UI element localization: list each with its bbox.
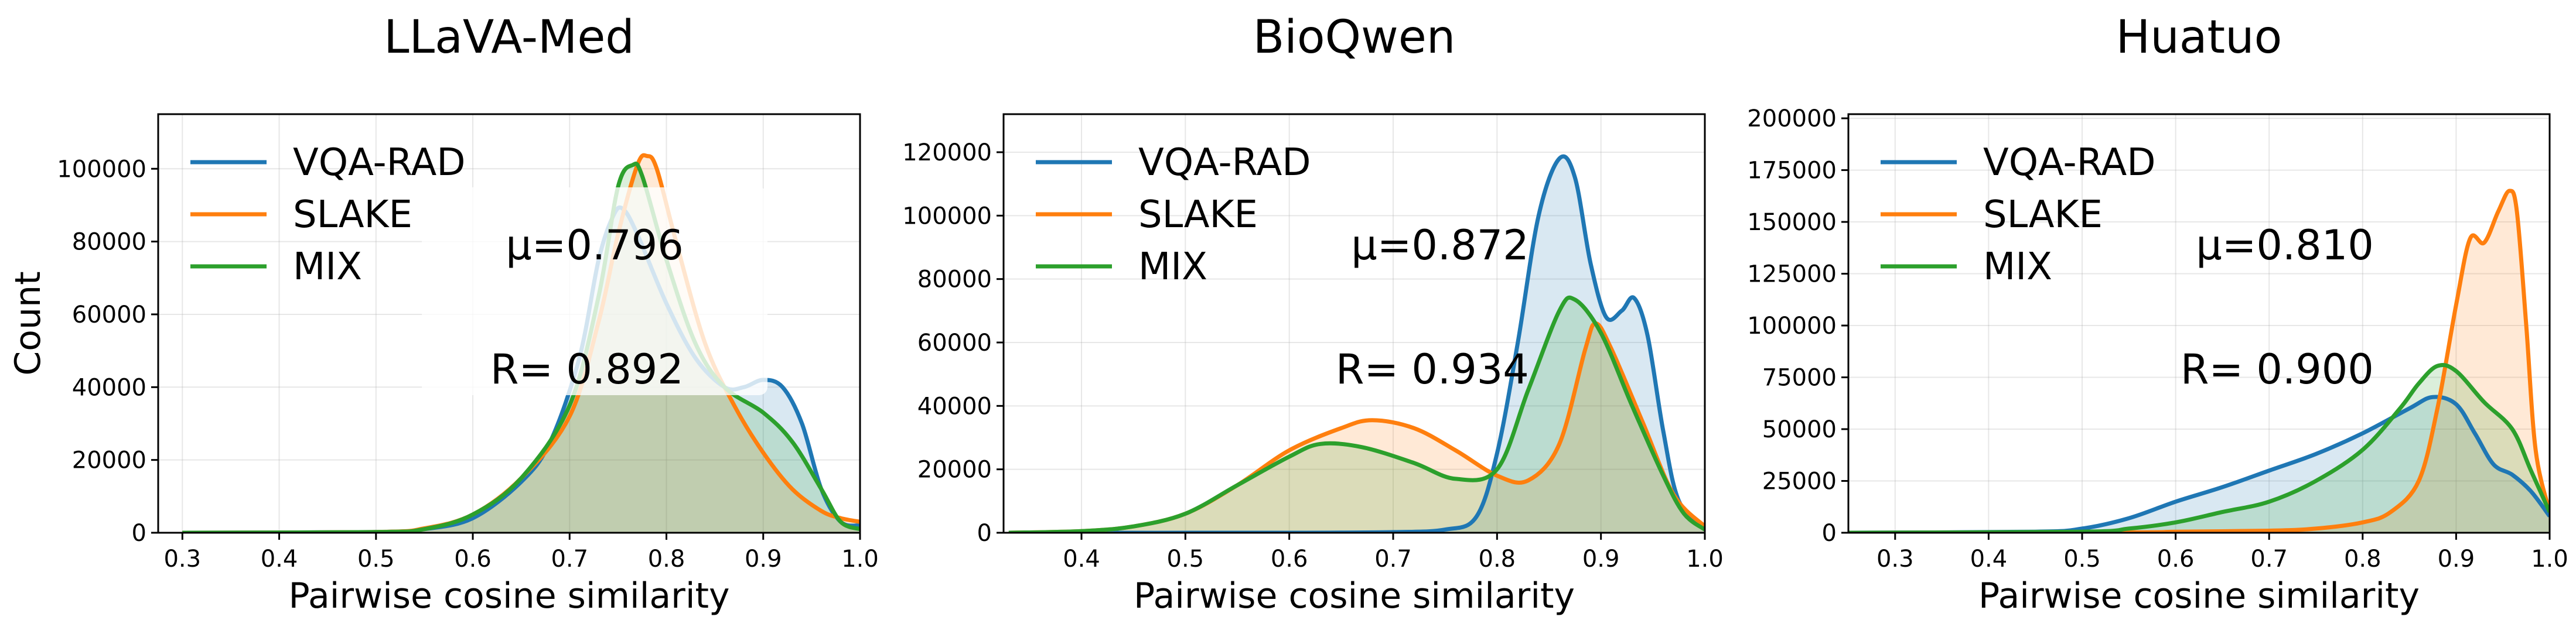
y-tick-label: 0 bbox=[1822, 520, 1837, 547]
legend-label: VQA-RAD bbox=[293, 141, 466, 184]
x-axis-label: Pairwise cosine similarity bbox=[1134, 575, 1575, 616]
plot-frame bbox=[157, 113, 861, 534]
x-tick-label: 0.9 bbox=[2438, 546, 2475, 573]
mean-annotation: μ=0.872 bbox=[1351, 221, 1529, 269]
y-tick-label: 80000 bbox=[917, 266, 992, 293]
x-tick-label: 0.6 bbox=[454, 546, 492, 573]
panel-huatuo: 0.3 0.4 0.5 0.6 0.7 0.8 0.9 1.0 0 25000 50000 75000… bbox=[1747, 11, 2568, 616]
legend-label: MIX bbox=[1983, 245, 2052, 289]
y-tick-label: 75000 bbox=[1762, 365, 1837, 392]
panel-bioqwen: 0.4 0.5 0.6 0.7 0.8 0.9 1.0 0 20000 40000 60000 800… bbox=[902, 11, 1724, 616]
x-tick-label: 1.0 bbox=[2531, 546, 2568, 573]
legend: VQA-RAD SLAKE MIX bbox=[1036, 141, 1311, 289]
x-tick-label: 1.0 bbox=[841, 546, 879, 573]
r-annotation: R= 0.934 bbox=[1336, 345, 1529, 393]
legend-label: MIX bbox=[1138, 245, 1207, 289]
x-tick-label: 0.9 bbox=[1582, 546, 1620, 573]
x-tick-label: 0.6 bbox=[1271, 546, 1308, 573]
x-tick-label: 0.8 bbox=[2344, 546, 2381, 573]
area-slake bbox=[1848, 190, 2550, 533]
chart-title: BioQwen bbox=[1253, 11, 1456, 64]
x-axis-label: Pairwise cosine similarity bbox=[288, 575, 729, 616]
y-tick-label: 125000 bbox=[1747, 261, 1837, 288]
x-tick-label: 0.6 bbox=[2157, 546, 2195, 573]
legend-label: VQA-RAD bbox=[1138, 141, 1311, 184]
mean-annotation: μ=0.810 bbox=[2196, 221, 2374, 269]
line-slake bbox=[1848, 189, 2550, 533]
x-tick-label: 0.7 bbox=[2250, 546, 2288, 573]
y-tick-label: 0 bbox=[132, 520, 146, 547]
legend-label: SLAKE bbox=[1983, 193, 2103, 237]
legend-label: VQA-RAD bbox=[1983, 141, 2156, 184]
x-tick-label: 0.4 bbox=[1063, 546, 1100, 573]
line-mix bbox=[1848, 363, 2550, 533]
x-axis-label: Pairwise cosine similarity bbox=[1978, 575, 2420, 616]
area-vqa-rad bbox=[182, 207, 860, 533]
y-axis-label: Count bbox=[8, 271, 49, 375]
y-tick-label: 100000 bbox=[57, 156, 146, 183]
y-tick-label: 120000 bbox=[902, 139, 992, 166]
y-tick-label: 40000 bbox=[72, 374, 146, 401]
x-tick-label: 0.3 bbox=[163, 546, 201, 573]
legend-label: MIX bbox=[293, 245, 362, 289]
area-mix bbox=[1008, 297, 1705, 533]
y-tick-label: 100000 bbox=[1747, 313, 1837, 340]
r-annotation: R= 0.892 bbox=[490, 345, 684, 393]
area-vqa-rad bbox=[1848, 396, 2550, 533]
legend-label: SLAKE bbox=[1138, 193, 1258, 237]
line-vqa-rad bbox=[1848, 395, 2550, 533]
x-tick-label: 0.8 bbox=[1479, 546, 1516, 573]
y-tick-label: 100000 bbox=[902, 203, 992, 229]
line-mix bbox=[182, 162, 860, 533]
chart-title: LLaVA-Med bbox=[384, 11, 634, 64]
x-tick-label: 0.9 bbox=[745, 546, 782, 573]
legend-label: SLAKE bbox=[293, 193, 412, 237]
x-tick-label: 0.5 bbox=[357, 546, 395, 573]
area-mix bbox=[1848, 365, 2550, 533]
y-tick-label: 60000 bbox=[72, 301, 146, 328]
y-tick-label: 175000 bbox=[1747, 157, 1837, 184]
r-annotation: R= 0.900 bbox=[2181, 345, 2374, 393]
y-tick-label: 80000 bbox=[72, 229, 146, 256]
area-slake bbox=[182, 155, 860, 533]
x-tick-label: 0.5 bbox=[1167, 546, 1205, 573]
y-tick-label: 20000 bbox=[917, 457, 992, 484]
legend: VQA-RAD SLAKE MIX bbox=[190, 141, 466, 289]
x-tick-label: 0.4 bbox=[261, 546, 298, 573]
y-tick-label: 40000 bbox=[917, 393, 992, 420]
x-tick-label: 0.5 bbox=[2063, 546, 2101, 573]
y-tick-label: 200000 bbox=[1747, 105, 1837, 132]
plot-frame bbox=[1847, 113, 2551, 534]
y-tick-label: 25000 bbox=[1762, 468, 1837, 495]
x-tick-label: 0.7 bbox=[1374, 546, 1412, 573]
legend: VQA-RAD SLAKE MIX bbox=[1881, 141, 2156, 289]
y-tick-label: 150000 bbox=[1747, 209, 1837, 236]
x-tick-label: 0.7 bbox=[551, 546, 588, 573]
y-tick-label: 20000 bbox=[72, 447, 146, 474]
line-mix bbox=[1008, 295, 1705, 533]
y-tick-label: 60000 bbox=[917, 330, 992, 357]
x-tick-label: 0.3 bbox=[1876, 546, 1914, 573]
mean-annotation: μ=0.796 bbox=[506, 221, 684, 269]
y-tick-label: 0 bbox=[977, 520, 992, 547]
chart-title: Huatuo bbox=[2116, 11, 2282, 64]
x-tick-label: 0.4 bbox=[1970, 546, 2008, 573]
plot-frame bbox=[1002, 113, 1706, 534]
annotation-box bbox=[422, 187, 767, 395]
x-tick-label: 1.0 bbox=[1686, 546, 1724, 573]
x-tick-label: 0.8 bbox=[648, 546, 685, 573]
panel-llava-med: 0.3 0.4 0.5 0.6 0.7 0.8 0.9 1.0 0 20000 40000 60000… bbox=[8, 11, 879, 616]
area-vqa-rad bbox=[1008, 156, 1705, 533]
y-tick-label: 50000 bbox=[1762, 416, 1837, 443]
area-mix bbox=[182, 163, 860, 533]
